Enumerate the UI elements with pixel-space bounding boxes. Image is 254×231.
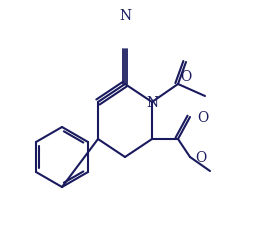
Text: O: O (197, 110, 208, 125)
Text: O: O (180, 70, 192, 84)
Text: O: O (195, 150, 206, 164)
Text: N: N (119, 9, 131, 23)
Text: N: N (146, 96, 158, 109)
